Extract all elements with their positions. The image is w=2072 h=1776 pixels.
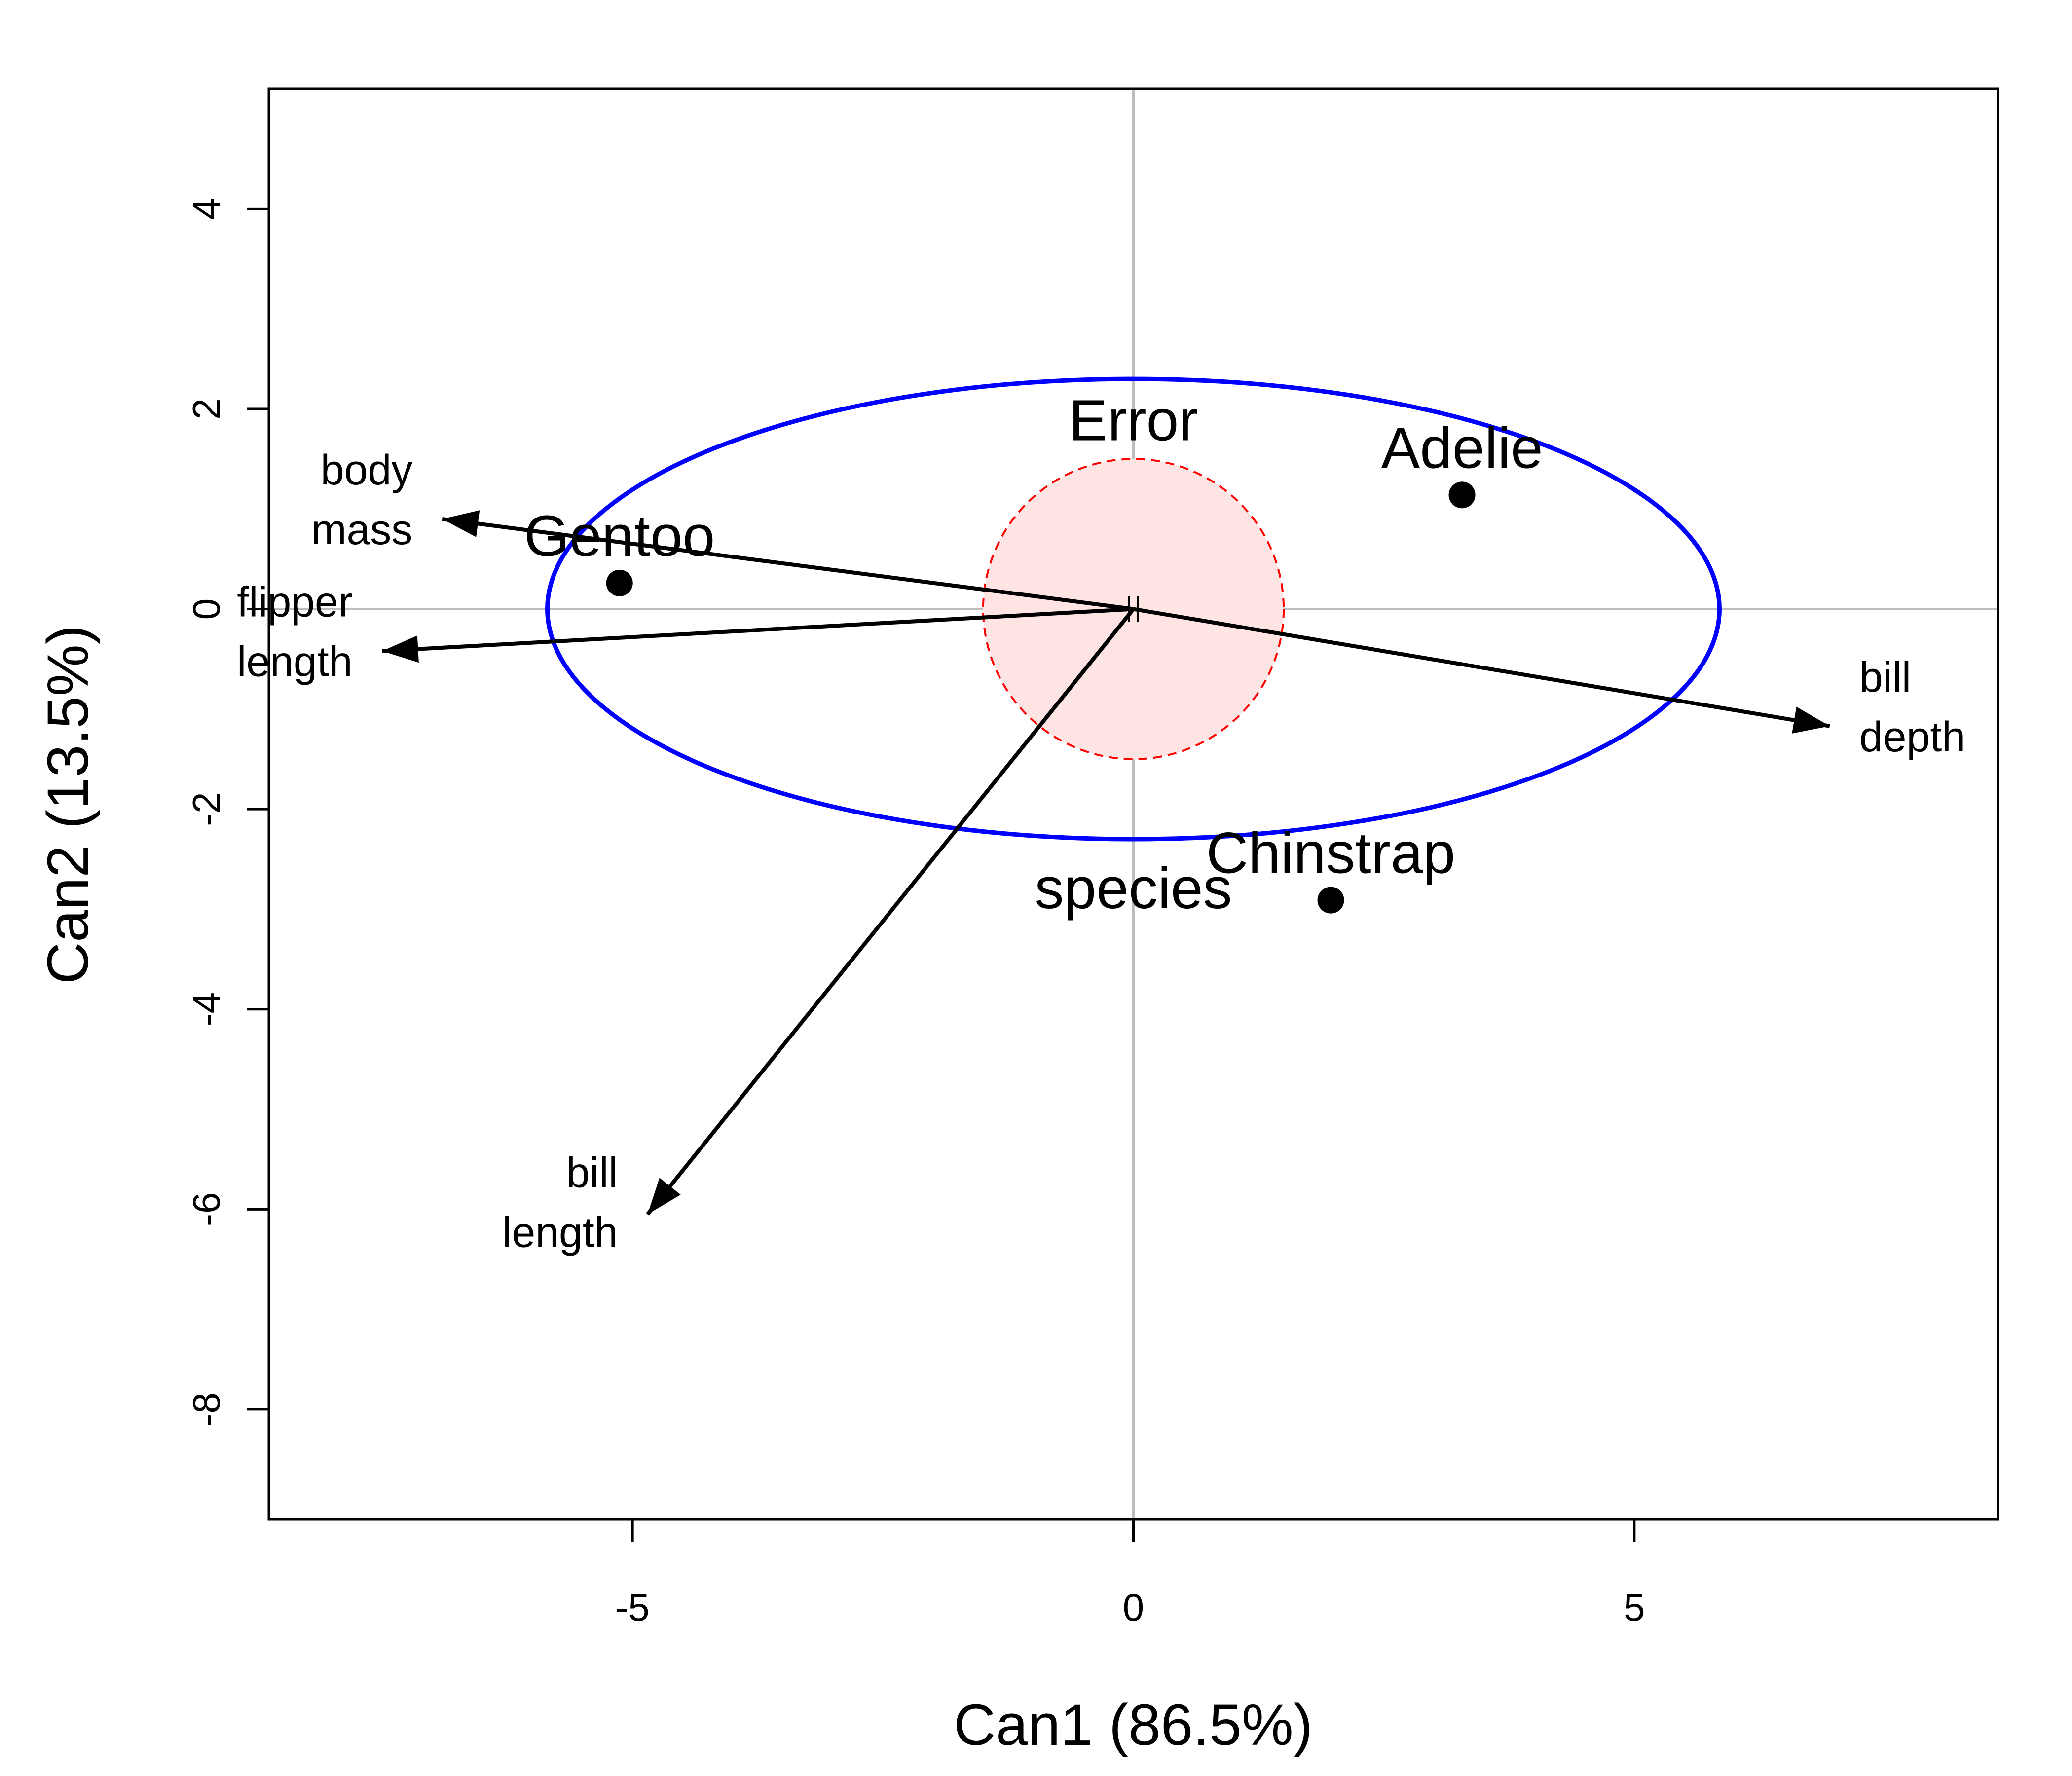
error-ellipse-label: Error	[1069, 388, 1198, 453]
y-axis-title: Can2 (13.5%)	[36, 625, 101, 984]
point-label-gentoo: Gentoo	[524, 504, 715, 569]
group-means: Error species Adelie Chinstrap Gentoo	[524, 388, 1543, 921]
x-tick-label: 5	[1624, 1586, 1645, 1629]
vector-label-body-mass: body mass	[311, 446, 412, 554]
vector-bill-length	[646, 608, 1135, 1216]
vector-bill-depth	[1133, 607, 1830, 728]
y-tick-label: -8	[185, 1392, 228, 1426]
arrowhead-flipper-length	[382, 635, 419, 663]
vector-flipper-length	[382, 607, 1134, 653]
y-tick-label: 0	[185, 598, 228, 620]
x-tick-label: -5	[615, 1586, 649, 1629]
x-tick-label: 0	[1123, 1586, 1144, 1629]
point-label-adelie: Adelie	[1381, 415, 1543, 481]
arrowhead-body-mass	[442, 510, 480, 537]
vector-label-bill-length: bill length	[502, 1149, 618, 1256]
point-gentoo	[606, 569, 633, 596]
x-axis-title: Can1 (86.5%)	[954, 1693, 1313, 1758]
y-tick-label: -2	[185, 792, 228, 826]
point-label-chinstrap: Chinstrap	[1206, 821, 1455, 886]
species-ellipse	[545, 376, 1722, 842]
vector-label-flipper-length: flipper length	[237, 579, 352, 686]
vector-label-bill-depth: bill depth	[1859, 654, 1965, 761]
y-tick-label: 2	[185, 398, 228, 419]
y-tick-label: -6	[185, 1192, 228, 1226]
species-ellipse-label: species	[1035, 856, 1232, 921]
arrowhead-bill-depth	[1792, 706, 1830, 734]
point-adelie	[1448, 481, 1476, 509]
variable-vectors: body mass flipper length bill depth bill length	[237, 446, 1965, 1256]
y-tick-label: 4	[185, 198, 228, 220]
axes: -5 0 5 -8 -6 -4 -2 0 2 4	[185, 87, 1999, 1629]
arrowhead-bill-length	[647, 1178, 681, 1215]
point-chinstrap	[1317, 887, 1344, 914]
vector-body-mass	[442, 517, 1134, 611]
y-tick-label: -4	[185, 992, 228, 1026]
